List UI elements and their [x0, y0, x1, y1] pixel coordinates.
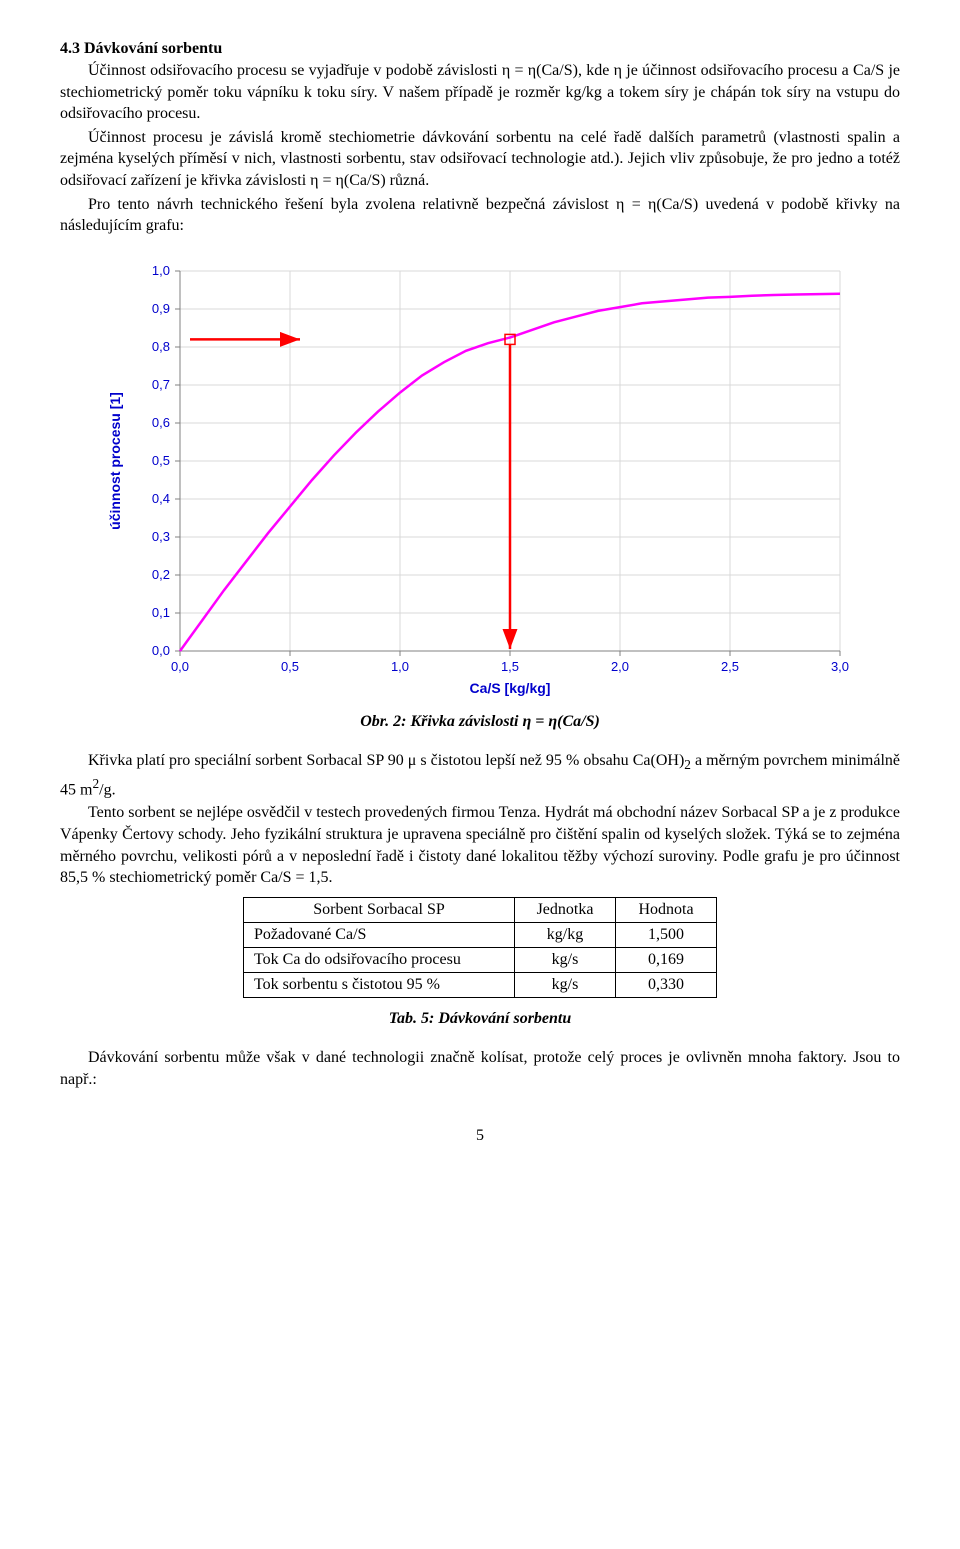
svg-text:0,9: 0,9 [152, 301, 170, 316]
efficiency-curve-chart: 0,0 0,1 0,2 0,3 0,4 0,5 0,6 0,7 0,8 0,9 1,0 0,0 0,5 1… [100, 261, 860, 701]
svg-text:1,5: 1,5 [501, 659, 519, 674]
svg-text:0,0: 0,0 [171, 659, 189, 674]
table-5: Sorbent Sorbacal SPJednotkaHodnotaPožado… [243, 897, 717, 998]
svg-text:2,5: 2,5 [721, 659, 739, 674]
table-header: Jednotka [515, 897, 616, 922]
paragraph: Pro tento návrh technického řešení byla … [60, 194, 900, 237]
svg-text:0,5: 0,5 [281, 659, 299, 674]
table-header: Hodnota [616, 897, 717, 922]
svg-text:0,8: 0,8 [152, 339, 170, 354]
paragraph: Účinnost procesu je závislá kromě stechi… [60, 127, 900, 192]
table-cell: 0,330 [616, 972, 717, 997]
table-cell: Tok sorbentu s čistotou 95 % [244, 972, 515, 997]
svg-text:0,4: 0,4 [152, 491, 170, 506]
subscript: 2 [684, 758, 691, 773]
svg-text:0,3: 0,3 [152, 529, 170, 544]
figure-2-caption: Obr. 2: Křivka závislosti η = η(Ca/S) [60, 711, 900, 733]
table-row: Požadované Ca/Skg/kg1,500 [244, 922, 717, 947]
figure-caption-prefix: Obr. 2: [360, 713, 406, 730]
svg-text:2,0: 2,0 [611, 659, 629, 674]
paragraph: Křivka platí pro speciální sorbent Sorba… [60, 750, 900, 800]
svg-text:0,7: 0,7 [152, 377, 170, 392]
svg-text:1,0: 1,0 [391, 659, 409, 674]
table-row: Tok sorbentu s čistotou 95 %kg/s0,330 [244, 972, 717, 997]
svg-text:0,5: 0,5 [152, 453, 170, 468]
section-heading: 4.3 Dávkování sorbentu [60, 40, 900, 58]
table-cell: Tok Ca do odsiřovacího procesu [244, 947, 515, 972]
table-header: Sorbent Sorbacal SP [244, 897, 515, 922]
svg-text:účinnost procesu [1]: účinnost procesu [1] [107, 392, 123, 530]
svg-text:Ca/S [kg/kg]: Ca/S [kg/kg] [470, 680, 551, 696]
paragraph: Tento sorbent se nejlépe osvědčil v test… [60, 802, 900, 888]
svg-text:0,0: 0,0 [152, 643, 170, 658]
table-caption-text: Dávkování sorbentu [434, 1010, 571, 1027]
table-cell: kg/s [515, 947, 616, 972]
paragraph: Dávkování sorbentu může však v dané tech… [60, 1047, 900, 1090]
svg-text:0,1: 0,1 [152, 605, 170, 620]
table-cell: Požadované Ca/S [244, 922, 515, 947]
table-caption-prefix: Tab. 5: [389, 1010, 435, 1027]
svg-text:0,6: 0,6 [152, 415, 170, 430]
figure-caption-text: Křivka závislosti η = η(Ca/S) [406, 713, 599, 730]
table-cell: 0,169 [616, 947, 717, 972]
table-cell: kg/kg [515, 922, 616, 947]
table-cell: kg/s [515, 972, 616, 997]
paragraph: Účinnost odsiřovacího procesu se vyjadřu… [60, 60, 900, 125]
svg-text:1,0: 1,0 [152, 263, 170, 278]
svg-text:0,2: 0,2 [152, 567, 170, 582]
svg-text:3,0: 3,0 [831, 659, 849, 674]
figure-2-chart: 0,0 0,1 0,2 0,3 0,4 0,5 0,6 0,7 0,8 0,9 1,0 0,0 0,5 1… [60, 261, 900, 701]
table-cell: 1,500 [616, 922, 717, 947]
table-row: Tok Ca do odsiřovacího procesukg/s0,169 [244, 947, 717, 972]
text: Křivka platí pro speciální sorbent Sorba… [88, 752, 684, 769]
page-number: 5 [60, 1127, 900, 1145]
text: /g. [99, 781, 115, 798]
table-5-caption: Tab. 5: Dávkování sorbentu [60, 1008, 900, 1030]
